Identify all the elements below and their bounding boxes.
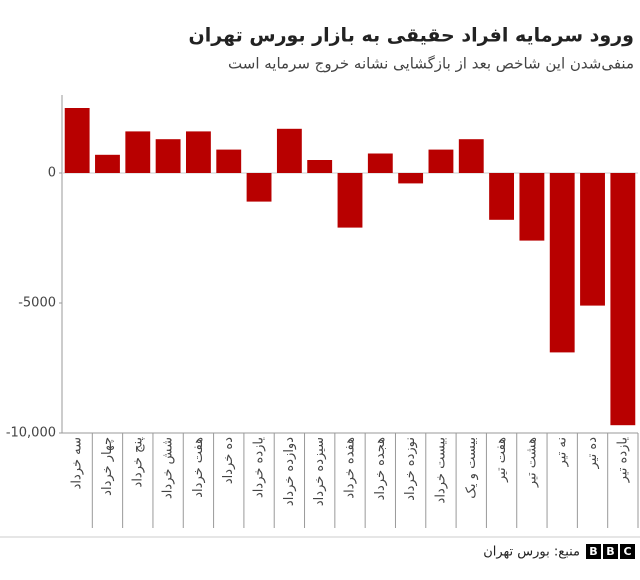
x-tick-label: پنج خرداد [130,437,145,488]
bar [64,108,90,173]
x-tick-label: شش خرداد [161,437,176,499]
logo-box [603,544,618,559]
x-tick-label: یازده تیر [615,437,630,484]
x-tick-label: ده تیر [585,437,600,470]
bar [580,173,605,306]
x-tick-label: سه خرداد [70,437,85,489]
bar [549,173,575,353]
x-tick-label: هفت خرداد [191,437,206,498]
logo-letter: B [606,545,614,558]
chart-subtitle: منفی‌شدن این شاخص بعد از بازگشایی نشانه … [228,55,634,74]
logo-letter: C [623,545,631,558]
x-tick-label: نوزده خرداد [403,437,418,501]
bar [489,173,515,220]
bar [337,173,363,228]
x-tick-label: دوازده خرداد [282,437,297,506]
logo-box [620,544,635,559]
x-tick-label: بیست و یک [464,437,479,499]
x-tick-label: هشت تیر [524,437,539,488]
bar [185,131,211,173]
chart-title: ورود سرمایه افراد حقیقی به بازار بورس ته… [189,25,634,47]
bar [458,139,484,173]
bar [307,160,333,173]
bar [216,149,242,173]
x-tick-label: هفت تیر [494,437,509,483]
x-tick-label: سیزده خرداد [312,437,327,506]
bar [367,153,393,173]
logo-box [586,544,601,559]
y-tick-label: -5000 [18,296,56,311]
bar [95,154,120,173]
x-tick-label: هجده خرداد [373,437,388,501]
bar [519,173,545,241]
x-tick-label: ده خرداد [221,437,236,484]
logo-letter: B [589,545,597,558]
bar [610,173,636,426]
bar [246,173,272,202]
bar [428,149,454,173]
x-tick-label: چهار خرداد [100,437,115,496]
y-tick-label: 0 [48,166,56,181]
bar [125,131,151,173]
x-tick-label: یازده خرداد [252,437,267,498]
x-tick-label: هفده خرداد [343,437,358,499]
bar [155,139,181,173]
y-tick-label: -10,000 [6,426,56,441]
x-tick-label: نه تیر [555,437,570,467]
source: منبع: بورس تهران [483,545,580,560]
bar [276,128,302,173]
x-tick-label: بیست خرداد [433,437,448,503]
bar [398,173,424,184]
